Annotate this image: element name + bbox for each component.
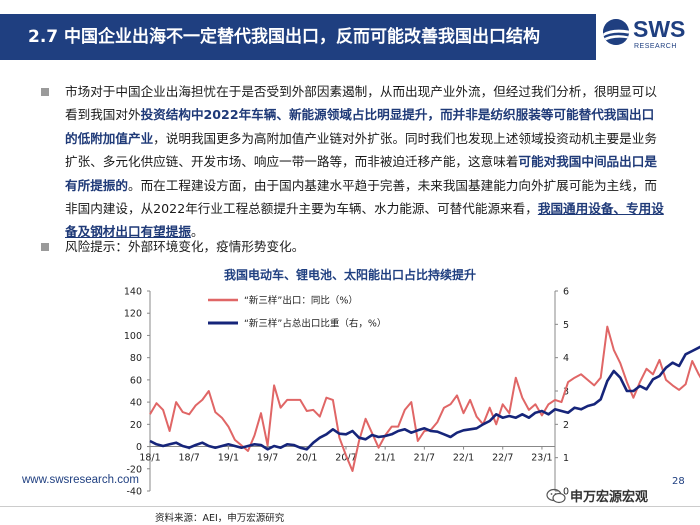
chart-legend: “新三样”出口：同比（%） “新三样”占总出口比重（右，%） — [208, 295, 386, 330]
bullet-square-icon — [41, 88, 49, 96]
chart-plot — [149, 325, 700, 472]
paragraph-run-bold: 可能对我国中间品出口是有所提振的 — [65, 154, 657, 193]
bullet-square-icon — [41, 243, 49, 251]
x-tick-label: 19/1 — [218, 453, 239, 464]
paragraph-run-bold: 投资结构中2022年车辆、新能源领域占比明显提升，而并非是纺织服装等可能替代我国… — [65, 107, 655, 146]
y-right-tick-label: 0 — [563, 487, 569, 498]
y-left-tick-label: 100 — [124, 331, 142, 342]
y-left-tick-label: -40 — [126, 487, 142, 498]
y-right-tick-label: 4 — [563, 353, 569, 364]
page-number: 28 — [672, 476, 685, 487]
y-left-tick-label: -20 — [126, 464, 142, 475]
y-right-tick-label: 6 — [563, 287, 569, 298]
x-tick-label: 19/7 — [257, 453, 278, 464]
y-left-tick-label: 0 — [136, 442, 142, 453]
paragraph-run: ，说明我国更多为高附加值产业链对外扩张。同时我们也发现上述领域投资动机主要是业务… — [65, 130, 657, 170]
source-note: 资料来源：AEI，申万宏源研究 — [155, 513, 285, 524]
sws-logo-text: SWS — [633, 16, 686, 42]
x-tick-label: 22/1 — [453, 453, 474, 464]
paragraph-run: 。而在工程建设方面，由于国内基建水平趋于完善，未来我国基建能力向外扩展可能为主线… — [65, 177, 657, 217]
sws-logo: SWS RESEARCH — [603, 16, 697, 56]
x-tick-label: 18/7 — [179, 453, 200, 464]
paragraph-run-bold-underline: 我国通用设备、专用设备及钢材出口有望提振 — [65, 201, 664, 240]
y-right-tick-label: 5 — [563, 320, 569, 331]
y-left-tick-label: 60 — [130, 375, 142, 386]
x-tick-label: 18/1 — [139, 453, 160, 464]
series-line-0 — [149, 325, 700, 472]
watermark-text: 申万宏源宏观 — [570, 490, 649, 505]
wechat-watermark: 申万宏源宏观 — [546, 486, 648, 505]
slide-title: 2.7 中国企业出海不一定替代我国出口，反而可能改善我国出口结构 — [0, 14, 596, 60]
x-tick-label: 22/7 — [492, 453, 513, 464]
chart-axes: -40 -20 0 20 40 60 80 100 120 140 0 1 2 3 4 5 6 18/1 18/7 1… — [124, 287, 569, 498]
y-left-tick-label: 120 — [124, 309, 142, 320]
sws-logo-subtext: RESEARCH — [634, 43, 677, 50]
footer-divider — [0, 506, 700, 507]
y-left-tick-label: 40 — [130, 398, 142, 409]
wechat-icon — [546, 488, 566, 504]
legend-label-1: “新三样”占总出口比重（右，%） — [244, 318, 386, 330]
main-paragraph: 市场对于中国企业出海担忧在于是否受到外部因素遏制，从而出现产业外流，但经过我们分… — [65, 80, 665, 244]
y-right-tick-label: 3 — [563, 387, 569, 398]
x-tick-label: 20/7 — [335, 453, 356, 464]
legend-label-0: “新三样”出口：同比（%） — [244, 295, 358, 307]
website-url[interactable]: www.swsresearch.com — [22, 474, 139, 486]
x-tick-label: 21/7 — [414, 453, 435, 464]
y-left-tick-label: 140 — [124, 287, 142, 298]
risk-warning: 风险提示：外部环境变化，疫情形势变化。 — [65, 239, 305, 254]
y-right-tick-label: 2 — [563, 420, 569, 431]
x-tick-label: 20/1 — [296, 453, 317, 464]
y-right-tick-label: 1 — [563, 453, 569, 464]
y-left-tick-label: 20 — [130, 420, 142, 431]
x-tick-label: 21/1 — [374, 453, 395, 464]
chart-title: 我国电动车、锂电池、太阳能出口占比持续提升 — [223, 268, 476, 282]
sws-logo-icon — [603, 19, 629, 45]
series-line-1 — [149, 345, 700, 451]
paragraph-run: 。 — [190, 224, 204, 240]
x-tick-label: 23/1 — [531, 453, 552, 464]
y-left-tick-label: 80 — [130, 353, 142, 364]
paragraph-run: 市场对于中国企业出海担忧在于是否受到外部因素遏制，从而出现产业外流，但经过我们分… — [65, 84, 657, 123]
